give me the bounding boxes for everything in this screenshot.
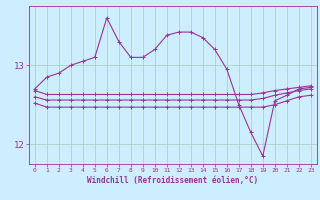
X-axis label: Windchill (Refroidissement éolien,°C): Windchill (Refroidissement éolien,°C) xyxy=(87,176,258,185)
